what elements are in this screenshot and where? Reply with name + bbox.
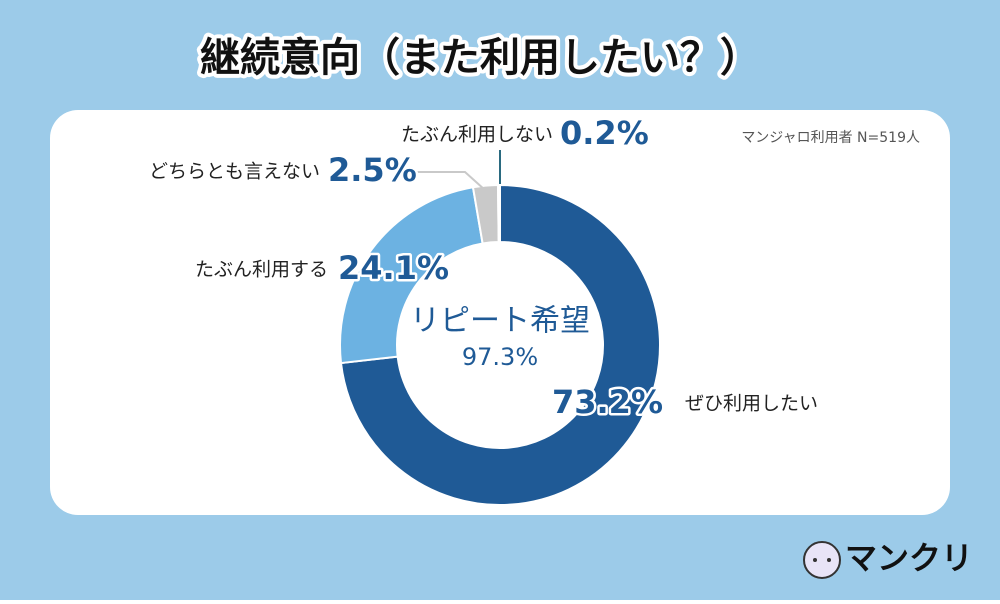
card <box>50 110 950 515</box>
logo-icon <box>803 541 841 579</box>
donut-slice <box>496 183 501 244</box>
value-label: 24.1% <box>338 249 449 287</box>
category-label: たぶん利用する <box>195 259 328 281</box>
value-label: 2.5% <box>328 151 417 189</box>
center-value: 97.3% <box>462 343 538 371</box>
center-label: リピート希望 <box>410 304 590 339</box>
value-label: 0.2% <box>560 114 649 152</box>
note: マンジャロ利用者 N=519人 <box>741 130 920 146</box>
donut-slice <box>339 183 661 506</box>
category-label: たぶん利用しない <box>401 124 553 146</box>
logo-eye <box>827 558 831 562</box>
value-label: 73.2% <box>552 383 663 421</box>
logo: マンクリ <box>803 539 973 579</box>
logo-text: マンクリ <box>845 539 973 577</box>
leader-line <box>413 171 486 191</box>
category-label: どちらとも言えない <box>149 161 320 183</box>
category-label: ぜひ利用したい <box>685 393 818 415</box>
chart-title: 継続意向（また利用したい？） <box>200 35 760 81</box>
logo-eye <box>813 558 817 562</box>
